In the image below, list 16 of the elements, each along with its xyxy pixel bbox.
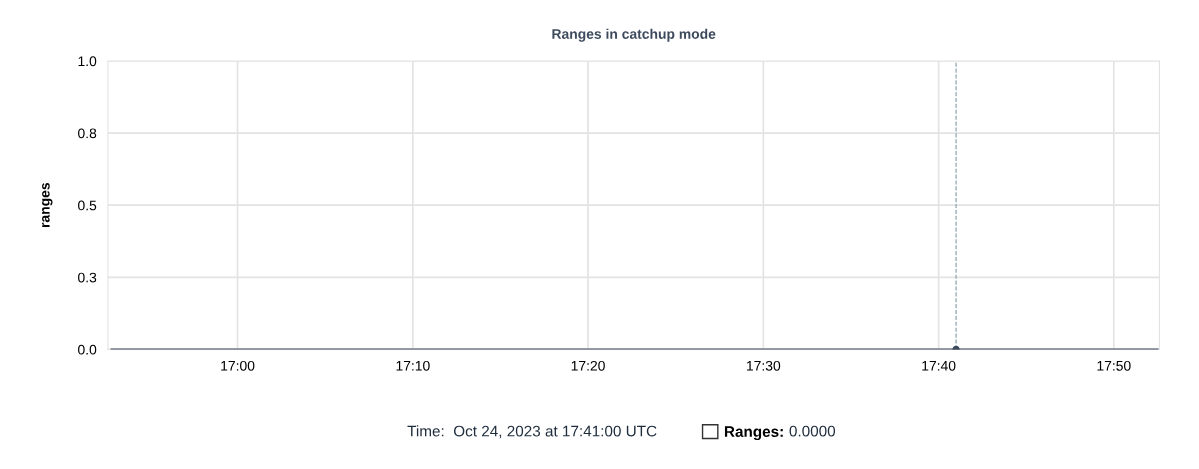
- x-tick-label: 17:30: [747, 360, 781, 371]
- y-tick-label: 0.0: [78, 344, 97, 355]
- x-tick-label: 17:40: [922, 360, 956, 371]
- text: 0.0000: [789, 425, 836, 437]
- text: Time: Oct 24, 2023 at 17:41:00 UTC: [407, 425, 657, 439]
- text: Ranges:: [724, 426, 783, 441]
- y-tick-label: 1.0: [78, 56, 97, 67]
- y-tick-label: 0.3: [78, 272, 97, 283]
- x-tick-label: 17:00: [221, 360, 255, 371]
- y-tick-label: 0.5: [78, 200, 97, 211]
- x-tick-label: 17:10: [396, 360, 430, 371]
- y-axis-title: ranges: [42, 182, 53, 228]
- chart-title: Ranges in catchup mode: [552, 28, 716, 42]
- x-tick-label: 17:50: [1097, 360, 1131, 371]
- x-tick-label: 17:20: [571, 360, 605, 371]
- y-tick-label: 0.8: [78, 128, 97, 139]
